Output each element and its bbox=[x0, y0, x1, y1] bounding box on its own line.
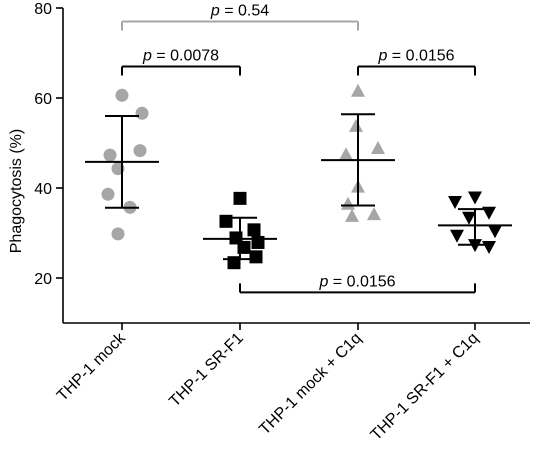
p-value-bracket: p = 0.54 bbox=[121, 3, 359, 31]
data-point-square bbox=[233, 191, 247, 205]
p-value-bracket: p = 0.0156 bbox=[239, 273, 476, 294]
series-group bbox=[85, 88, 159, 241]
p-value: = 0.0156 bbox=[328, 273, 395, 290]
data-point-triangle-down bbox=[448, 195, 462, 209]
data-point-circle bbox=[135, 106, 149, 120]
data-point-triangle-up bbox=[351, 83, 365, 97]
data-point-triangle-up bbox=[349, 118, 363, 132]
data-point-triangle-up bbox=[339, 147, 353, 161]
x-tick-label: THP-1 mock + C1q bbox=[256, 330, 365, 439]
p-value: = 0.54 bbox=[220, 3, 269, 20]
data-point-triangle-down bbox=[468, 191, 482, 205]
p-value-label: p = 0.0078 bbox=[142, 48, 219, 65]
p-value-bracket: p = 0.0078 bbox=[121, 48, 241, 76]
x-tick-label: THP-1 SR-F1 + C1q bbox=[368, 330, 482, 444]
p-value-label: p = 0.0156 bbox=[318, 273, 395, 290]
p-value-label: p = 0.0156 bbox=[377, 48, 454, 65]
data-point-circle bbox=[133, 144, 147, 158]
p-value-bracket: p = 0.0156 bbox=[357, 48, 476, 76]
data-marks bbox=[85, 83, 512, 270]
data-point-circle bbox=[115, 88, 129, 102]
y-tick-label: 40 bbox=[34, 181, 52, 198]
data-point-triangle-down bbox=[488, 225, 502, 239]
data-point-circle bbox=[111, 227, 125, 241]
series-group bbox=[203, 191, 277, 270]
p-symbol: p bbox=[377, 48, 387, 65]
p-value: = 0.0156 bbox=[387, 48, 454, 65]
data-point-triangle-up bbox=[367, 207, 381, 221]
data-point-triangle-up bbox=[341, 196, 355, 210]
data-point-triangle-up bbox=[371, 140, 385, 154]
series-group bbox=[321, 83, 395, 222]
p-value: = 0.0078 bbox=[152, 48, 219, 65]
series-group bbox=[438, 191, 512, 254]
data-point-square bbox=[247, 223, 261, 237]
y-tick-label: 60 bbox=[34, 91, 52, 108]
p-value-label: p = 0.54 bbox=[210, 3, 269, 20]
y-tick-label: 80 bbox=[34, 1, 52, 18]
data-point-triangle-up bbox=[345, 208, 359, 222]
p-symbol: p bbox=[318, 273, 328, 290]
data-point-triangle-down bbox=[462, 211, 476, 225]
p-symbol: p bbox=[210, 3, 220, 20]
p-symbol: p bbox=[142, 48, 152, 65]
y-tick-label: 20 bbox=[34, 271, 52, 288]
data-point-square bbox=[249, 250, 263, 264]
y-axis-label: Phagocytosis (%) bbox=[8, 129, 25, 254]
data-point-circle bbox=[103, 148, 117, 162]
data-point-triangle-down bbox=[450, 229, 464, 243]
data-point-circle bbox=[101, 187, 115, 201]
data-point-triangle-down bbox=[482, 240, 496, 254]
x-tick-label: THP-1 mock bbox=[54, 329, 130, 405]
x-tick-label: THP-1 SR-F1 bbox=[166, 330, 247, 411]
